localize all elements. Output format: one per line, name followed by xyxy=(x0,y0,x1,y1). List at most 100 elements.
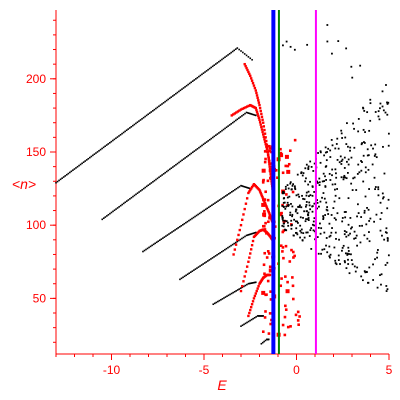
red-point xyxy=(267,332,271,335)
black-point xyxy=(224,248,226,251)
black-point xyxy=(193,79,196,81)
red-point xyxy=(243,62,246,66)
red-point xyxy=(246,68,249,72)
black-point xyxy=(282,206,285,208)
black-point xyxy=(359,241,362,244)
black-point xyxy=(349,146,352,149)
black-point xyxy=(230,292,233,295)
black-point xyxy=(73,168,76,170)
black-point xyxy=(211,65,214,68)
red-point xyxy=(256,112,259,116)
black-point xyxy=(213,64,216,66)
black-point xyxy=(284,185,287,188)
black-point xyxy=(211,257,214,259)
black-point xyxy=(353,230,356,233)
black-point xyxy=(343,211,346,213)
black-point xyxy=(232,190,235,192)
black-point xyxy=(341,137,344,139)
black-point xyxy=(334,231,337,234)
black-point xyxy=(320,227,323,230)
black-point xyxy=(281,192,284,195)
black-point xyxy=(228,124,231,126)
black-point xyxy=(239,116,242,118)
black-point xyxy=(193,269,195,271)
red-point xyxy=(292,297,295,301)
black-point xyxy=(326,251,329,254)
black-point xyxy=(363,109,366,112)
black-point xyxy=(251,58,253,61)
black-point xyxy=(244,284,247,287)
black-point xyxy=(250,113,252,115)
red-point xyxy=(265,143,269,146)
black-point xyxy=(347,246,350,249)
red-point xyxy=(263,228,267,231)
black-point xyxy=(385,231,388,234)
black-point xyxy=(300,231,303,234)
black-point xyxy=(203,209,206,212)
black-point xyxy=(139,190,142,192)
red-point xyxy=(287,162,291,166)
black-point xyxy=(305,204,308,206)
black-point xyxy=(121,132,123,135)
red-point xyxy=(262,178,265,182)
black-point xyxy=(311,185,314,188)
black-point xyxy=(360,143,363,146)
black-point xyxy=(160,238,163,240)
red-point xyxy=(244,270,248,273)
black-point xyxy=(159,175,162,177)
black-point xyxy=(227,294,230,297)
black-point xyxy=(294,188,297,191)
black-point xyxy=(234,188,236,191)
black-point xyxy=(156,106,159,109)
black-point xyxy=(175,228,178,230)
y-tick-label: 150 xyxy=(26,145,46,159)
black-point xyxy=(336,188,339,190)
black-point xyxy=(313,202,316,205)
black-point xyxy=(222,128,225,131)
black-point xyxy=(249,57,252,60)
black-point xyxy=(221,197,224,199)
black-point xyxy=(245,234,248,237)
black-point xyxy=(182,87,185,89)
red-point xyxy=(264,136,267,139)
black-point xyxy=(369,98,372,101)
black-point xyxy=(172,166,174,168)
black-point xyxy=(250,318,253,321)
black-point xyxy=(321,196,323,199)
red-point xyxy=(276,176,279,180)
black-point xyxy=(345,211,347,213)
black-point xyxy=(325,201,328,204)
black-point xyxy=(122,131,125,134)
black-point xyxy=(204,142,206,144)
black-point xyxy=(294,187,296,189)
black-point xyxy=(69,171,71,174)
black-point xyxy=(299,236,301,239)
red-point xyxy=(261,181,265,184)
black-point xyxy=(305,191,308,194)
black-point xyxy=(386,113,389,116)
black-point xyxy=(317,252,320,255)
black-point xyxy=(381,192,384,195)
black-point xyxy=(202,72,205,74)
red-point xyxy=(268,273,272,277)
black-point xyxy=(222,249,225,252)
black-point xyxy=(367,281,370,284)
red-point xyxy=(298,315,301,318)
black-point xyxy=(341,158,344,161)
black-point xyxy=(338,197,341,200)
black-point xyxy=(310,166,313,168)
black-point xyxy=(217,300,219,303)
black-point xyxy=(193,150,196,152)
black-point xyxy=(177,227,179,229)
black-point xyxy=(70,170,73,173)
black-point xyxy=(316,182,319,184)
black-point xyxy=(306,213,309,216)
black-point xyxy=(196,148,199,150)
black-point xyxy=(224,195,227,197)
black-point xyxy=(379,274,381,277)
black-point xyxy=(322,192,325,194)
black-point xyxy=(377,115,380,118)
black-point xyxy=(233,290,236,293)
black-point xyxy=(132,195,134,198)
black-point xyxy=(328,222,331,225)
